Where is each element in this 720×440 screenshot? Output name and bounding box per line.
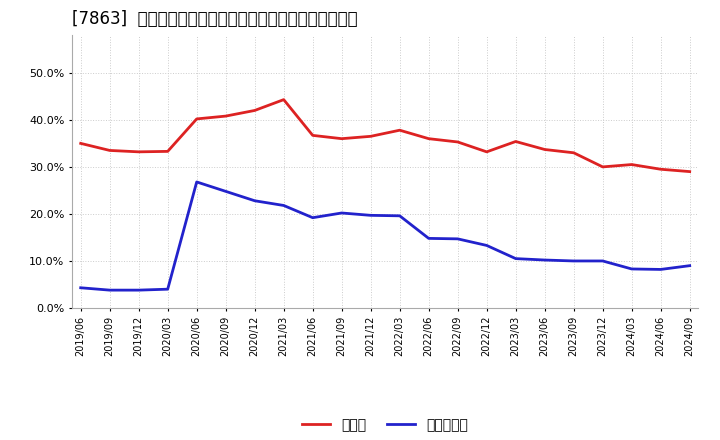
現顔金 [570,150,578,155]
有利子負債 [76,285,85,290]
現顔金 [279,97,288,102]
現顔金 [366,134,375,139]
有利子負債 [482,243,491,248]
現顔金 [511,139,520,144]
有利子負債 [454,236,462,242]
有利子負債 [221,189,230,194]
現顔金 [541,147,549,152]
現顔金 [192,116,201,121]
現顔金 [685,169,694,174]
現顔金 [454,139,462,145]
有利子負債 [570,258,578,264]
有利子負債 [308,215,317,220]
現顔金 [251,108,259,113]
有利子負債 [627,266,636,271]
有利子負債 [279,203,288,208]
Line: 現顔金: 現顔金 [81,99,690,172]
有利子負債 [366,213,375,218]
現顔金 [598,164,607,169]
有利子負債 [251,198,259,203]
現顔金 [105,148,114,153]
現顔金 [76,141,85,146]
現顔金 [338,136,346,141]
Text: [7863]  現預金、有利子負債の総資産に対する比率の推移: [7863] 現預金、有利子負債の総資産に対する比率の推移 [72,10,358,28]
有利子負債 [424,236,433,241]
Legend: 現顔金, 有利子負債: 現顔金, 有利子負債 [297,412,474,437]
有利子負債 [163,286,172,292]
現顔金 [163,149,172,154]
Line: 有利子負債: 有利子負債 [81,182,690,290]
現顔金 [135,149,143,154]
有利子負債 [685,263,694,268]
有利子負債 [105,287,114,293]
有利子負債 [395,213,404,218]
現顔金 [395,128,404,133]
現顔金 [424,136,433,141]
現顔金 [308,133,317,138]
現顔金 [657,167,665,172]
有利子負債 [135,287,143,293]
現顔金 [627,162,636,167]
有利子負債 [657,267,665,272]
有利子負債 [338,210,346,216]
有利子負債 [511,256,520,261]
有利子負債 [541,257,549,263]
有利子負債 [192,180,201,185]
現顔金 [221,114,230,119]
現顔金 [482,149,491,154]
有利子負債 [598,258,607,264]
